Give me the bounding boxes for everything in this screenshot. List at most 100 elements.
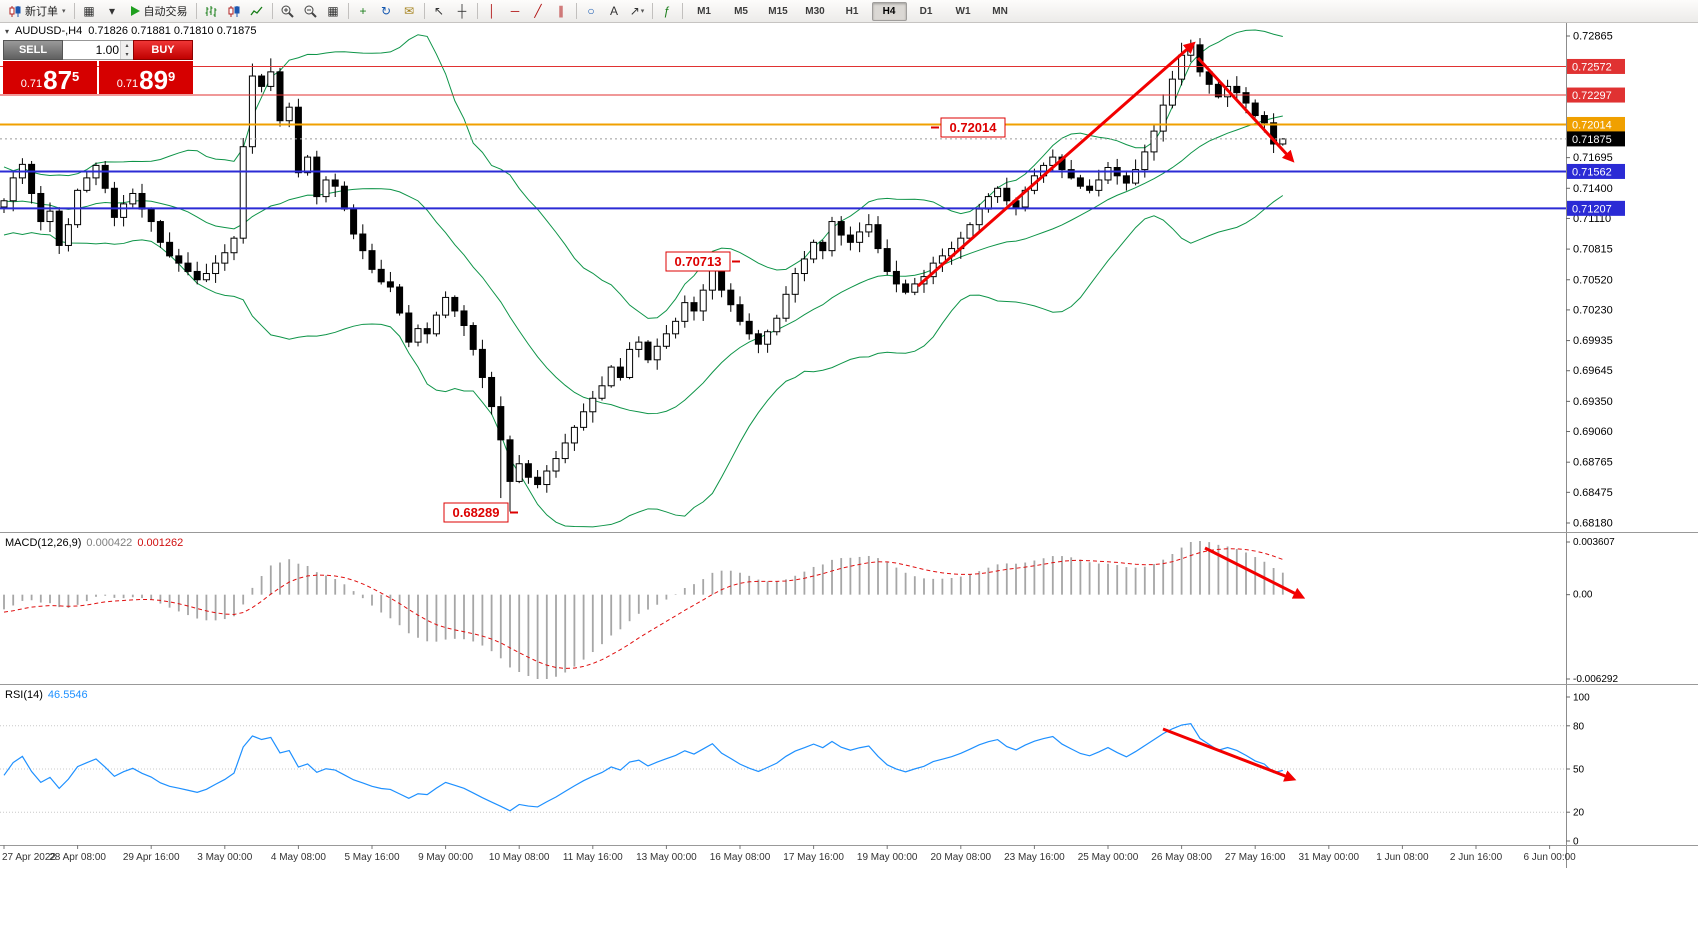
- svg-text:27 Apr 2022: 27 Apr 2022: [2, 852, 56, 863]
- bollinger-bands: [3, 29, 1284, 528]
- price-axis[interactable]: 0.72865 0.71695 0.71400 0.71110 0.70815 0.705…: [1566, 22, 1625, 868]
- bid-price-display[interactable]: 0.71 87 5: [3, 61, 97, 94]
- volume-up-icon[interactable]: ▴: [121, 41, 133, 50]
- one-click-collapse-icon[interactable]: ▾: [5, 26, 10, 36]
- svg-text:6 Jun 00:00: 6 Jun 00:00: [1523, 852, 1576, 863]
- bid-big-digits: 87: [43, 65, 73, 95]
- timeframe-m5[interactable]: M5: [734, 5, 748, 17]
- volume-input[interactable]: [63, 41, 120, 59]
- svg-text:0.70230: 0.70230: [1573, 304, 1613, 316]
- price-badge: 0.72014: [1567, 116, 1625, 132]
- horizontal-level-lines[interactable]: [0, 65, 1566, 210]
- toolbar-separator: [423, 3, 425, 19]
- zoom-out-icon[interactable]: [299, 2, 322, 21]
- svg-text:5 May 16:00: 5 May 16:00: [344, 852, 399, 863]
- toolbar-separator: [347, 3, 349, 19]
- charts-grid-icon[interactable]: ▦: [83, 4, 95, 18]
- ohlc-values: 0.71826 0.71881 0.71810 0.71875: [88, 25, 257, 37]
- timeframe-h4[interactable]: H4: [871, 1, 907, 21]
- macd-main-value: 0.000422: [86, 537, 133, 549]
- toolbar: 新订单 ▾ ▦ ▾ 自动交易 ▦ + ↻ ✉ ↖ ┼ │ ─ ╱ ∥ ○ A ↗ ▾ ƒ M1 M5 M15 M30 H1 H4 D…: [0, 0, 1698, 23]
- trend-arrows[interactable]: [917, 41, 1306, 782]
- svg-text:31 May 00:00: 31 May 00:00: [1298, 852, 1359, 863]
- ellipse-icon[interactable]: ○: [587, 4, 595, 18]
- chart-title: ▾ AUDUSD-,H4 0.71826 0.71881 0.71810 0.7…: [5, 25, 256, 37]
- chart-candles-icon[interactable]: [223, 2, 246, 21]
- arrows-menu-icon[interactable]: ↗ ▾: [629, 4, 645, 18]
- svg-text:20 May 08:00: 20 May 08:00: [930, 852, 991, 863]
- rally-arrow[interactable]: [917, 41, 1196, 288]
- cursor-icon[interactable]: ↖: [433, 4, 445, 18]
- symbol-timeframe-label: AUDUSD-,H4: [15, 25, 83, 37]
- svg-text:17 May 16:00: 17 May 16:00: [783, 852, 844, 863]
- svg-text:16 May 08:00: 16 May 08:00: [710, 852, 771, 863]
- price-badge: 0.71207: [1567, 200, 1625, 216]
- buy-button[interactable]: BUY: [133, 40, 193, 60]
- new-order-button[interactable]: 新订单 ▾: [3, 2, 71, 21]
- zoom-in-icon[interactable]: [276, 2, 299, 21]
- svg-text:0.00: 0.00: [1573, 590, 1593, 601]
- timeframe-h1[interactable]: H1: [845, 5, 859, 17]
- timeframe-d1[interactable]: D1: [919, 5, 933, 17]
- toolbar-separator: [195, 3, 197, 19]
- timeframe-m30[interactable]: M30: [805, 5, 825, 17]
- svg-text:0.71400: 0.71400: [1573, 183, 1613, 195]
- price-annotations[interactable]: 0.72014 0.70713 0.68289: [443, 117, 1006, 523]
- price-badge: 0.71562: [1567, 163, 1625, 179]
- svg-text:50: 50: [1573, 765, 1585, 776]
- text-icon[interactable]: A: [610, 4, 619, 18]
- toolbar-separator: [575, 3, 577, 19]
- channel-icon[interactable]: ∥: [558, 4, 565, 18]
- svg-text:-0.006292: -0.006292: [1573, 674, 1618, 685]
- price-badge: 0.72572: [1567, 58, 1625, 74]
- rsi-indicator-title: RSI(14) 46.5546: [5, 689, 88, 701]
- tile-windows-icon[interactable]: ▦: [327, 4, 339, 18]
- svg-text:0.72297: 0.72297: [1572, 90, 1612, 102]
- volume-down-icon[interactable]: ▾: [121, 50, 133, 59]
- crosshair-icon[interactable]: ┼: [457, 4, 467, 18]
- chart-line-icon[interactable]: [246, 2, 269, 21]
- svg-text:0.71207: 0.71207: [1572, 203, 1612, 215]
- svg-text:13 May 00:00: 13 May 00:00: [636, 852, 697, 863]
- trendline-icon[interactable]: ╱: [534, 4, 542, 18]
- svg-text:0.72014: 0.72014: [950, 120, 998, 135]
- sell-button[interactable]: SELL: [3, 40, 63, 60]
- timeframe-m15[interactable]: M15: [768, 5, 788, 17]
- rsi-down-arrow[interactable]: [1162, 727, 1297, 782]
- svg-text:0.72014: 0.72014: [1572, 119, 1612, 131]
- svg-text:0.69645: 0.69645: [1573, 365, 1613, 377]
- ask-price-display[interactable]: 0.71 89 9: [99, 61, 193, 94]
- quote-panel: 0.71 87 5 0.71 89 9: [3, 61, 193, 94]
- decline-arrow[interactable]: [1196, 56, 1295, 163]
- timeframe-mn[interactable]: MN: [992, 5, 1008, 17]
- svg-text:0.71875: 0.71875: [1572, 134, 1612, 146]
- svg-text:0.68180: 0.68180: [1573, 518, 1613, 530]
- mail-icon[interactable]: ✉: [403, 4, 415, 18]
- autotrading-button[interactable]: 自动交易: [124, 2, 193, 21]
- macd-signal-line: [3, 548, 1283, 669]
- svg-text:9 May 00:00: 9 May 00:00: [418, 852, 473, 863]
- refresh-icon[interactable]: ↻: [380, 4, 392, 18]
- timeframe-m1[interactable]: M1: [697, 5, 711, 17]
- profiles-menu-icon[interactable]: ▾: [109, 4, 116, 18]
- indicators-icon[interactable]: ƒ: [663, 4, 671, 18]
- svg-text:0.68289: 0.68289: [453, 505, 500, 520]
- svg-text:23 May 16:00: 23 May 16:00: [1004, 852, 1065, 863]
- svg-text:0.71110: 0.71110: [1573, 213, 1611, 225]
- macd-indicator-title: MACD(12,26,9) 0.000422 0.001262: [5, 537, 183, 549]
- price-badge: 0.71875: [1567, 131, 1625, 147]
- chart-bars-icon[interactable]: [200, 2, 223, 21]
- timeframe-w1[interactable]: W1: [955, 5, 971, 17]
- svg-text:0.69060: 0.69060: [1573, 426, 1613, 438]
- new-chart-icon[interactable]: +: [359, 4, 367, 18]
- svg-text:25 May 00:00: 25 May 00:00: [1078, 852, 1139, 863]
- horizontal-line-icon[interactable]: ─: [510, 4, 520, 18]
- vertical-line-icon[interactable]: │: [488, 4, 496, 18]
- toolbar-separator: [271, 3, 273, 19]
- toolbar-separator: [476, 3, 478, 19]
- svg-text:4 May 08:00: 4 May 08:00: [271, 852, 326, 863]
- macd-down-arrow[interactable]: [1204, 546, 1306, 599]
- svg-text:11 May 16:00: 11 May 16:00: [563, 852, 623, 863]
